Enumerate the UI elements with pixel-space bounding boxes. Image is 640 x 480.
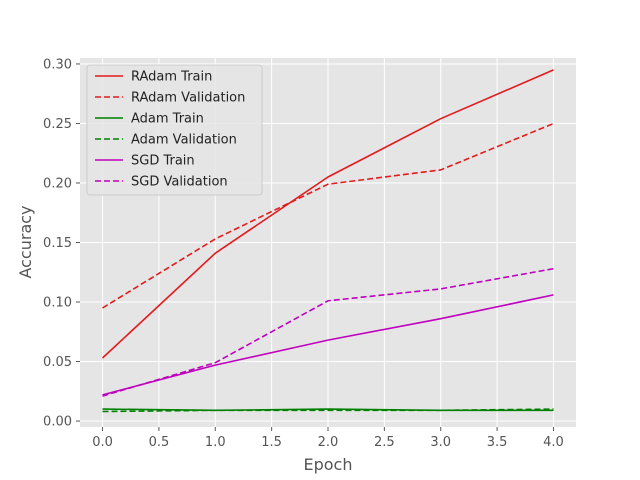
y-tick-label: 0.25	[43, 117, 72, 132]
legend-box	[86, 64, 263, 196]
legend: RAdam Train RAdam Validation Adam Train Ada…	[86, 64, 263, 196]
x-tick-label: 3.5	[487, 435, 508, 450]
y-tick-label: 0.10	[43, 296, 72, 311]
legend-entry-label: SGD Train	[131, 154, 195, 169]
legend-entry-label: RAdam Train	[131, 70, 212, 85]
x-tick-label: 1.0	[205, 435, 226, 450]
series-line	[102, 267, 554, 397]
series-line	[102, 408, 554, 413]
axis-ticks: 0.0 0.5 1.0 1.5 2.0 2.5 3.0 3.5 4.0 0.00 0.05 0.10 0…	[43, 57, 564, 450]
x-tick-label: 4.0	[543, 435, 564, 450]
x-tick-label: 0.0	[92, 435, 113, 450]
series-line	[102, 294, 554, 396]
series-line	[102, 122, 554, 309]
legend-entry-label: Adam Validation	[131, 133, 237, 148]
y-tick-label: 0.15	[43, 236, 72, 251]
series-line	[101, 69, 554, 359]
x-tick-label: 2.0	[318, 435, 339, 450]
series-lines	[101, 69, 554, 413]
x-axis-label: Epoch	[304, 455, 353, 474]
x-tick-label: 1.5	[261, 435, 282, 450]
x-tick-label: 0.5	[149, 435, 170, 450]
y-tick-label: 0.20	[43, 176, 72, 191]
y-tick-label: 0.30	[43, 57, 72, 72]
legend-entry-label: RAdam Validation	[131, 91, 245, 106]
x-tick-label: 3.0	[430, 435, 451, 450]
y-tick-label: 0.00	[43, 415, 72, 430]
y-tick-label: 0.05	[43, 355, 72, 370]
x-tick-label: 2.5	[374, 435, 395, 450]
legend-entry-label: Adam Train	[131, 112, 204, 127]
y-axis-label: Accuracy	[16, 205, 35, 278]
legend-entry-label: SGD Validation	[131, 175, 228, 190]
